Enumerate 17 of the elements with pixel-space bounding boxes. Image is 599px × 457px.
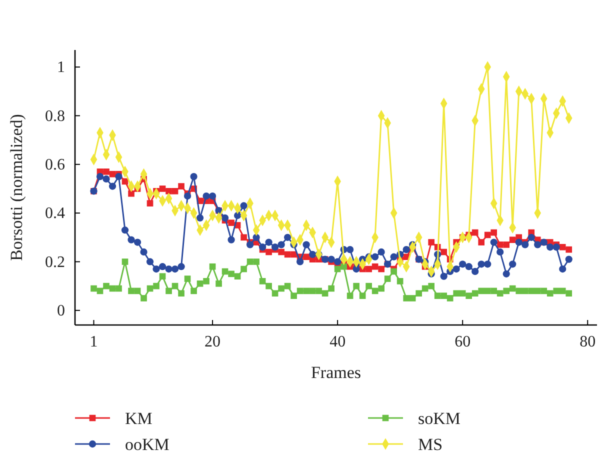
y-tick-label: 0 [57,302,65,320]
legend-label: soKM [418,409,461,428]
legend-label: KM [125,409,152,428]
x-tick-label: 80 [580,333,596,350]
y-tick-label: 0.6 [45,156,65,174]
x-tick-label: 60 [454,333,471,350]
x-tick-label: 40 [330,333,346,350]
legend-label: MS [418,435,443,454]
y-tick-label: 1 [57,59,65,76]
y-tick-label: 0.2 [45,254,65,271]
legend-label: ooKM [125,435,170,454]
x-tick-label: 1 [90,333,98,350]
y-tick-label: 0.4 [45,205,65,222]
y-axis-title: Borsotti (normalized) [7,114,26,261]
x-axis-title: Frames [310,363,362,382]
y-tick-label: 0.8 [45,108,65,125]
x-tick-label: 20 [204,333,221,350]
